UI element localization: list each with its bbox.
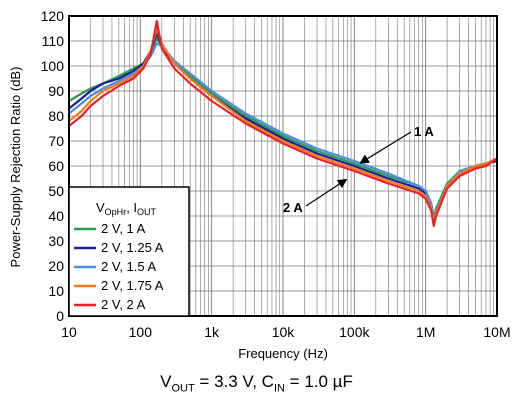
y-tick-label: 90 — [48, 83, 64, 99]
y-tick-label: 80 — [48, 108, 64, 124]
y-tick-label: 30 — [48, 233, 64, 249]
x-tick-label: 100k — [339, 324, 370, 340]
y-tick-label: 70 — [48, 133, 64, 149]
legend-item-label: 2 V, 2 A — [101, 297, 146, 312]
legend-item-label: 2 V, 1.25 A — [101, 240, 164, 255]
y-tick-label: 10 — [48, 283, 64, 299]
annotation-label: 1 A — [414, 124, 434, 139]
y-tick-label: 110 — [42, 33, 65, 49]
legend-item-label: 2 V, 1 A — [101, 221, 146, 236]
annotation-arrow — [359, 131, 412, 164]
annotation-label: 2 A — [283, 200, 303, 215]
annotation-arrow — [305, 178, 348, 207]
legend-item-label: 2 V, 1.75 A — [101, 278, 164, 293]
y-tick-label: 40 — [48, 208, 64, 224]
annotations: 1 A 2 A — [283, 124, 434, 215]
legend-title: VOpHr, IOUT — [96, 200, 157, 217]
y-tick-label: 0 — [56, 308, 64, 324]
x-tick-label: 10 — [61, 324, 77, 340]
y-tick-label: 100 — [41, 58, 65, 74]
legend: VOpHr, IOUT 2 V, 1 A 2 V, 1.25 A 2 V, 1.5 … — [68, 186, 190, 317]
x-tick-label: 1M — [416, 324, 435, 340]
legend-box — [68, 186, 190, 317]
y-tick-label: 20 — [48, 258, 64, 274]
series-line-5 — [69, 19, 497, 228]
x-tick-label: 10k — [272, 324, 296, 340]
x-axis-label: Frequency (Hz) — [238, 346, 328, 361]
y-axis-label: Power-Supply Rejection Ratio (dB) — [8, 67, 23, 268]
y-tick-label: 50 — [48, 183, 64, 199]
y-tick-label: 120 — [41, 8, 65, 24]
series-lines — [69, 19, 497, 228]
x-tick-label: 10M — [483, 324, 510, 340]
plot-frame — [68, 15, 498, 317]
legend-item-label: 2 V, 1.5 A — [101, 259, 157, 274]
x-tick-label: 1k — [204, 324, 220, 340]
x-tick-labels: 10 100 1k 10k 100k 1M 10M — [61, 324, 510, 340]
chart-caption: VOUT = 3.3 V, CIN = 1.0 µF — [160, 372, 353, 395]
y-tick-labels: 0 10 20 30 40 50 60 70 80 90 100 110 120 — [41, 8, 65, 324]
x-tick-label: 100 — [129, 324, 153, 340]
y-tick-label: 60 — [48, 158, 64, 174]
